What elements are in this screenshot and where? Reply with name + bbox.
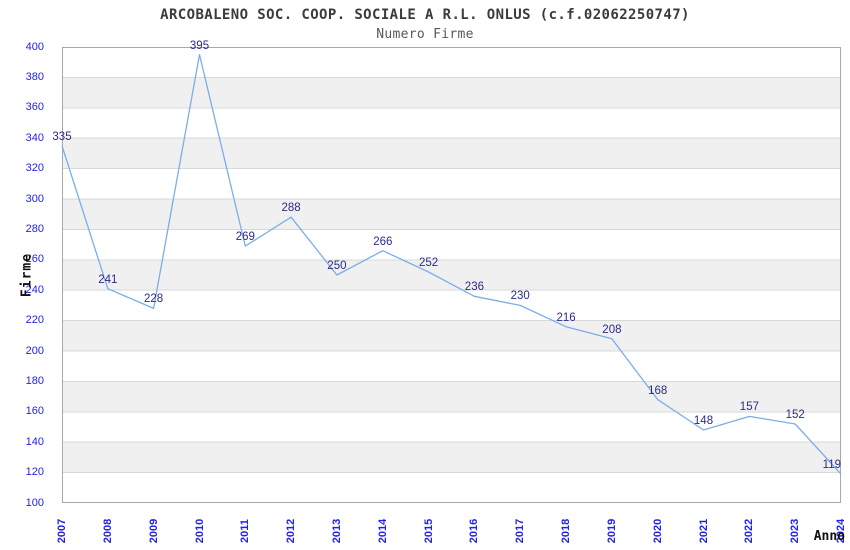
x-tick-label: 2017 bbox=[514, 518, 527, 544]
series-line bbox=[61, 53, 842, 475]
y-tick-label: 380 bbox=[25, 70, 44, 83]
plot-frame bbox=[62, 47, 841, 503]
x-tick-label: 2008 bbox=[101, 518, 114, 544]
x-tick-label: 2021 bbox=[697, 518, 710, 544]
value-label: 252 bbox=[419, 257, 439, 269]
grid-band bbox=[62, 168, 841, 199]
x-tick-label: 2014 bbox=[376, 518, 389, 544]
y-tick-label: 220 bbox=[25, 314, 44, 327]
value-label: 395 bbox=[189, 39, 210, 52]
x-tick-label: 2016 bbox=[468, 518, 481, 544]
value-label: 230 bbox=[510, 290, 530, 303]
grid-band bbox=[62, 290, 841, 321]
grid-band bbox=[62, 472, 841, 503]
value-label: 241 bbox=[98, 273, 118, 286]
x-tick-label: 2013 bbox=[330, 518, 343, 544]
y-tick-label: 260 bbox=[25, 253, 44, 266]
y-tick-label: 320 bbox=[25, 162, 44, 175]
grid-band bbox=[62, 411, 841, 443]
grid-band bbox=[62, 442, 841, 473]
grid-band bbox=[62, 229, 841, 260]
value-label: 266 bbox=[373, 235, 393, 248]
value-label: 216 bbox=[556, 311, 576, 324]
value-label: 119 bbox=[822, 459, 841, 472]
grid-band bbox=[62, 259, 841, 291]
x-tick-label: 2011 bbox=[239, 519, 252, 543]
y-tick-label: 340 bbox=[25, 131, 44, 144]
x-tick-label: 2015 bbox=[422, 518, 435, 544]
value-label: 288 bbox=[281, 202, 301, 215]
grid-band bbox=[62, 351, 841, 382]
y-tick-label: 400 bbox=[25, 40, 44, 53]
grid-band bbox=[62, 107, 841, 139]
grid-band bbox=[62, 320, 841, 351]
x-tick-label: 2018 bbox=[560, 518, 573, 544]
y-tick-label: 100 bbox=[25, 496, 44, 509]
grid-band bbox=[62, 381, 841, 412]
x-tick-label: 2023 bbox=[789, 518, 802, 544]
x-tick-label: 2012 bbox=[285, 518, 298, 544]
y-tick-label: 240 bbox=[25, 283, 44, 296]
value-label: 148 bbox=[693, 415, 714, 427]
value-label: 335 bbox=[52, 130, 72, 143]
value-label: 228 bbox=[144, 293, 164, 306]
y-tick-label: 140 bbox=[25, 435, 44, 448]
value-label: 152 bbox=[785, 409, 805, 421]
plot-area bbox=[61, 47, 842, 503]
value-label: 236 bbox=[464, 281, 484, 294]
value-label: 168 bbox=[648, 384, 668, 397]
x-tick-label: 2007 bbox=[56, 518, 68, 544]
chart-subtitle: Numero Firme bbox=[376, 27, 474, 42]
chart-title: ARCOBALENO SOC. COOP. SOCIALE A R.L. ONL… bbox=[160, 7, 690, 23]
y-tick-label: 180 bbox=[25, 374, 44, 387]
y-tick-label: 200 bbox=[25, 344, 44, 357]
y-tick-label: 280 bbox=[25, 222, 44, 235]
value-label: 269 bbox=[235, 231, 255, 244]
grid-band bbox=[62, 77, 841, 108]
value-label: 250 bbox=[327, 260, 347, 272]
grid-band bbox=[62, 199, 841, 230]
value-label: 208 bbox=[602, 323, 622, 336]
y-tick-label: 160 bbox=[25, 405, 44, 418]
x-axis-title: Anno bbox=[813, 529, 845, 544]
x-tick-label: 2010 bbox=[193, 518, 206, 544]
x-tick-label: 2019 bbox=[605, 518, 618, 544]
value-label: 157 bbox=[739, 401, 759, 414]
x-tick-label: 2009 bbox=[147, 518, 160, 544]
x-tick-label: 2020 bbox=[651, 518, 664, 544]
y-axis-title: Firme bbox=[19, 252, 35, 298]
y-tick-label: 300 bbox=[25, 192, 44, 205]
y-tick-label: 120 bbox=[25, 466, 44, 479]
y-tick-label: 360 bbox=[25, 101, 44, 114]
grid-band bbox=[62, 138, 841, 169]
grid-band bbox=[62, 47, 841, 78]
x-tick-label: 2022 bbox=[743, 518, 756, 544]
